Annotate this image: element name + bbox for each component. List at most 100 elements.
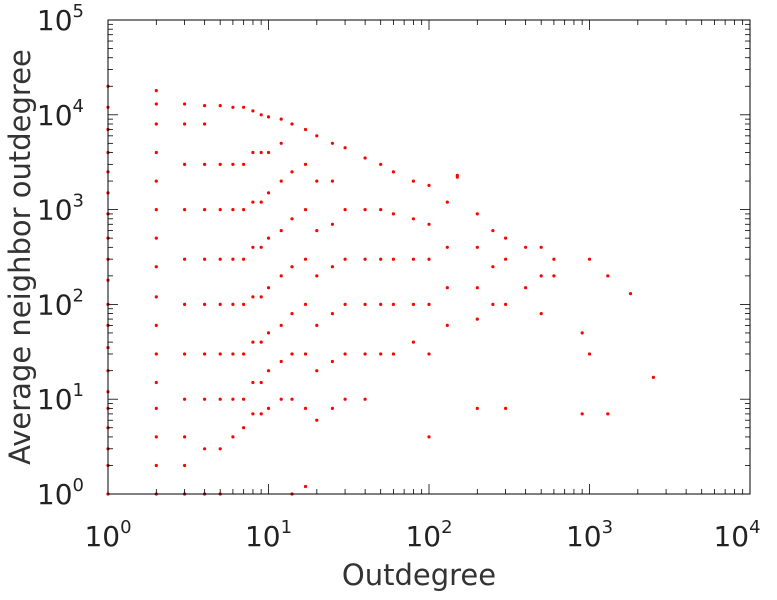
scatter-point bbox=[266, 286, 271, 290]
scatter-point bbox=[303, 127, 308, 132]
scatter-point bbox=[154, 102, 158, 106]
y-tick-label: 103 bbox=[37, 191, 84, 227]
scatter-point bbox=[539, 274, 543, 278]
plot-area-background bbox=[108, 20, 750, 494]
scatter-point bbox=[218, 104, 222, 108]
scatter-point bbox=[343, 397, 347, 401]
scatter-point bbox=[231, 302, 235, 306]
scatter-point bbox=[218, 352, 222, 356]
scatter-point bbox=[203, 397, 207, 401]
scatter-point bbox=[154, 89, 158, 93]
scatter-point bbox=[379, 162, 383, 166]
x-tick-label: 104 bbox=[713, 517, 760, 553]
scatter-point bbox=[580, 331, 584, 335]
scatter-point bbox=[391, 257, 395, 261]
scatter-point bbox=[251, 109, 255, 113]
scatter-point bbox=[411, 217, 415, 221]
scatter-point bbox=[330, 265, 334, 269]
scatter-point bbox=[266, 369, 271, 373]
scatter-point bbox=[218, 447, 222, 451]
scatter-point bbox=[580, 412, 584, 416]
scatter-point bbox=[242, 302, 246, 306]
scatter-point bbox=[427, 435, 431, 439]
scatter-point bbox=[259, 150, 263, 155]
y-tick-label: 105 bbox=[37, 1, 84, 37]
scatter-point bbox=[524, 286, 528, 290]
y-tick-labels: 100 101 102 103 104 105 bbox=[37, 1, 84, 511]
scatter-point bbox=[183, 435, 187, 439]
scatter-point bbox=[330, 179, 334, 183]
scatter-point bbox=[303, 484, 308, 489]
scatter-point bbox=[651, 375, 656, 379]
scatter-point bbox=[266, 115, 271, 119]
scatter-point bbox=[475, 245, 479, 249]
scatter-point bbox=[491, 265, 495, 269]
scatter-point bbox=[251, 200, 255, 204]
scatter-point bbox=[363, 257, 367, 261]
scatter-point bbox=[279, 229, 283, 233]
scatter-point bbox=[427, 183, 431, 187]
scatter-point bbox=[379, 257, 383, 261]
scatter-point bbox=[552, 274, 556, 278]
scatter-point bbox=[343, 302, 347, 306]
scatter-point bbox=[183, 208, 187, 212]
scatter-point bbox=[218, 162, 222, 166]
scatter-point bbox=[251, 380, 255, 385]
scatter-point bbox=[539, 312, 543, 316]
scatter-point bbox=[330, 312, 334, 316]
scatter-point bbox=[259, 245, 263, 249]
scatter-point bbox=[379, 208, 383, 212]
scatter-point bbox=[330, 359, 334, 364]
scatter-point bbox=[303, 162, 308, 166]
scatter-point bbox=[259, 295, 263, 299]
scatter-point bbox=[251, 245, 255, 249]
scatter-point bbox=[539, 245, 543, 249]
scatter-point bbox=[315, 369, 319, 373]
scatter-point bbox=[203, 302, 207, 306]
scatter-point bbox=[279, 359, 283, 364]
minor-ticks bbox=[108, 20, 750, 494]
scatter-point bbox=[445, 200, 449, 204]
scatter-point bbox=[363, 352, 367, 356]
scatter-point bbox=[203, 104, 207, 108]
scatter-point bbox=[391, 212, 395, 216]
x-axis-title: Outdegree bbox=[342, 558, 496, 592]
scatter-point bbox=[183, 102, 187, 106]
scatter-point bbox=[524, 245, 528, 249]
scatter-point bbox=[411, 302, 415, 306]
scatter-point bbox=[279, 179, 283, 183]
scatter-point bbox=[315, 418, 319, 422]
scatter-point bbox=[259, 200, 263, 204]
scatter-point bbox=[411, 257, 415, 261]
scatter-point bbox=[242, 208, 246, 212]
scatter-point bbox=[330, 406, 334, 410]
scatter-point bbox=[154, 150, 158, 155]
scatter-point bbox=[504, 236, 508, 240]
scatter-point bbox=[231, 162, 235, 166]
scatter-point bbox=[445, 323, 449, 327]
scatter-point bbox=[251, 412, 255, 416]
scatter-point bbox=[504, 257, 508, 261]
scatter-point bbox=[343, 257, 347, 261]
scatter-point bbox=[203, 447, 207, 451]
scatter-point bbox=[279, 141, 283, 145]
scatter-point bbox=[303, 352, 308, 356]
scatter-point bbox=[290, 265, 294, 269]
scatter-point bbox=[218, 257, 222, 261]
scatter-point bbox=[231, 208, 235, 212]
scatter-point bbox=[290, 312, 294, 316]
scatter-point bbox=[259, 380, 263, 385]
x-tick-label: 101 bbox=[245, 517, 292, 553]
scatter-point bbox=[203, 208, 207, 212]
scatter-point bbox=[379, 352, 383, 356]
scatter-point bbox=[303, 257, 308, 261]
scatter-point bbox=[218, 397, 222, 401]
scatter-point bbox=[279, 117, 283, 121]
scatter-point bbox=[343, 146, 347, 150]
x-tick-labels: 100 101 102 103 104 bbox=[84, 517, 760, 553]
scatter-point bbox=[363, 208, 367, 212]
scatter-point bbox=[183, 302, 187, 306]
scatter-point bbox=[391, 302, 395, 306]
scatter-point bbox=[303, 302, 308, 306]
